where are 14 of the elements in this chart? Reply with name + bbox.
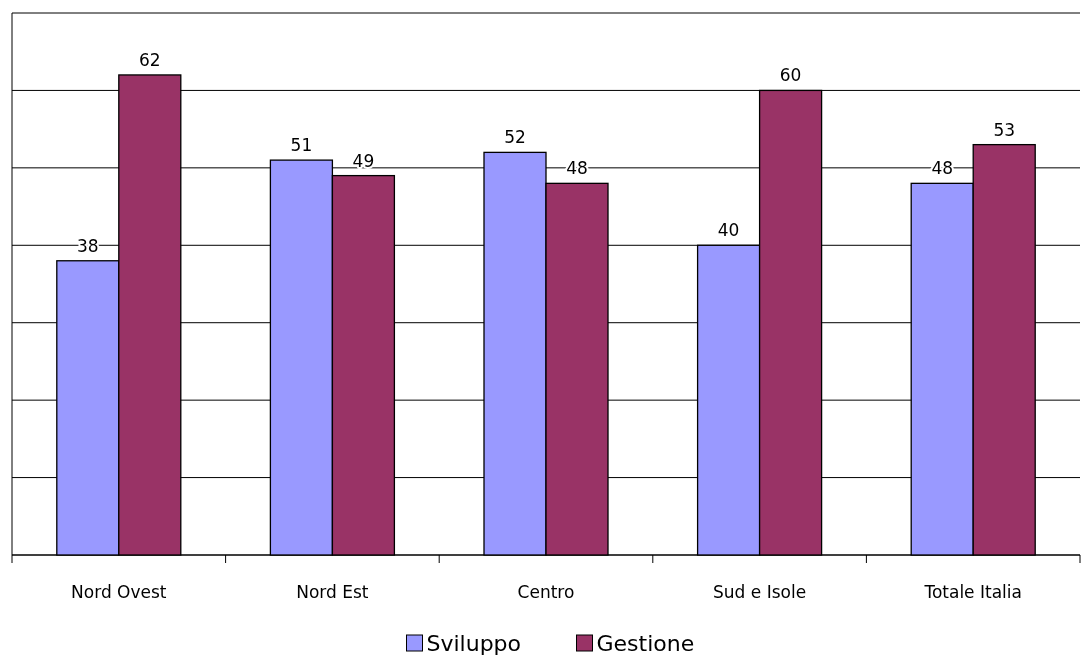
x-tick-label: Sud e Isole bbox=[713, 582, 807, 602]
x-tick-label: Nord Ovest bbox=[71, 582, 167, 602]
data-label: 52 bbox=[504, 127, 526, 148]
data-label: 53 bbox=[993, 119, 1016, 140]
data-label: 62 bbox=[138, 49, 161, 70]
x-tick-label: Centro bbox=[517, 582, 575, 602]
legend-label: Sviluppo bbox=[426, 631, 522, 656]
data-label: 49 bbox=[352, 150, 375, 171]
x-tick-label: Nord Est bbox=[296, 582, 369, 602]
data-label: 60 bbox=[779, 65, 802, 86]
x-tick-label: Totale Italia bbox=[923, 582, 1022, 602]
legend-label: Gestione bbox=[596, 631, 695, 656]
data-label: 40 bbox=[717, 220, 740, 241]
data-label: 51 bbox=[290, 135, 313, 156]
